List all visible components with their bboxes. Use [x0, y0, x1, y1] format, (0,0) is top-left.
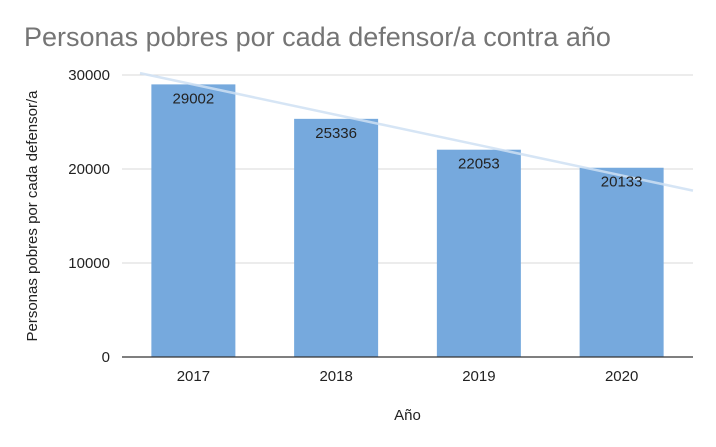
trendline — [139, 71, 694, 192]
bar — [294, 118, 379, 357]
y-axis-label: Personas pobres por cada defensor/a — [24, 90, 41, 342]
y-tick-label: 0 — [102, 349, 110, 366]
data-label: 25336 — [315, 125, 357, 142]
y-tick-label: 20000 — [68, 161, 110, 178]
x-tick-label: 2017 — [177, 368, 210, 385]
data-label: 20133 — [601, 174, 643, 191]
bar — [579, 167, 664, 357]
x-axis-label: Año — [394, 407, 421, 424]
bar — [436, 149, 521, 357]
x-tick-label: 2020 — [605, 368, 638, 385]
x-tick-label: 2019 — [462, 368, 495, 385]
data-label: 29002 — [173, 90, 215, 107]
x-tick-label: 2018 — [319, 368, 352, 385]
data-label: 22053 — [458, 156, 500, 173]
chart-title: Personas pobres por cada defensor/a cont… — [24, 22, 611, 52]
y-tick-label: 30000 — [68, 67, 110, 84]
y-tick-label: 10000 — [68, 255, 110, 272]
bar — [151, 84, 236, 358]
